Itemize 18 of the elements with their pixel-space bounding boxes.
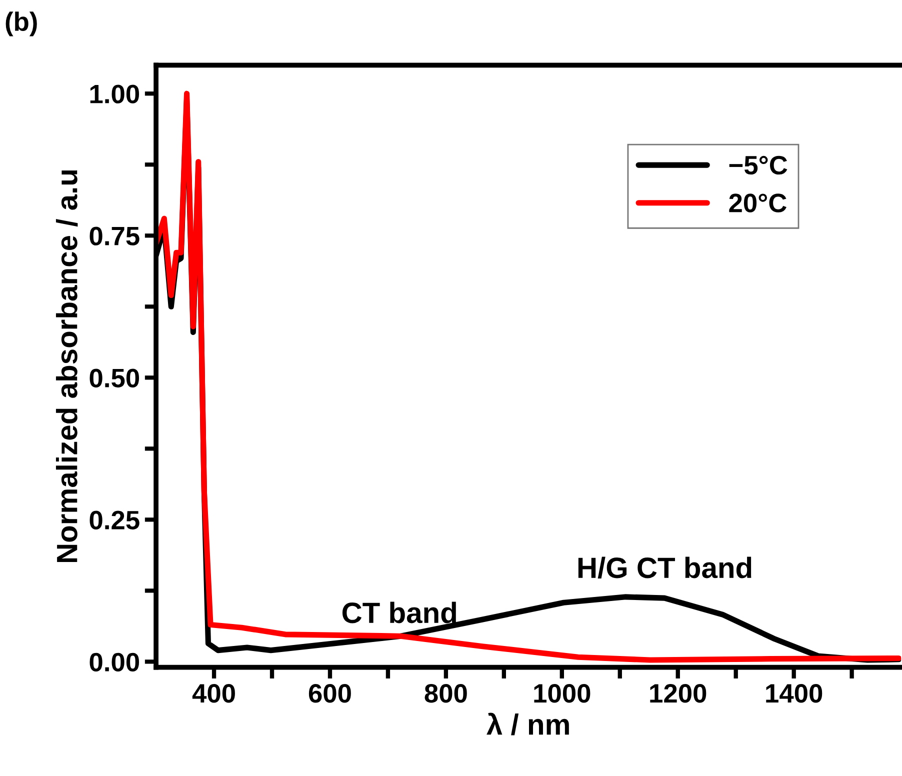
x-tick-label: 600 xyxy=(308,684,351,703)
x-tick-label: 1400 xyxy=(766,684,822,703)
annotation: H/G CT band xyxy=(578,556,752,578)
text: (b) xyxy=(6,12,37,36)
y-tick-label: 0.00 xyxy=(90,652,139,672)
y-tick-label: 0.75 xyxy=(90,226,140,246)
x-tick-label: 400 xyxy=(192,684,235,703)
y-tick-label: 0.50 xyxy=(90,368,139,388)
legend-label: −5°C xyxy=(729,156,788,175)
x-axis-title: λ / nm xyxy=(486,712,569,736)
y-tick-label: 1.00 xyxy=(90,84,139,104)
legend-label: 20°C xyxy=(729,194,786,212)
y-tick-label: 0.25 xyxy=(90,510,140,530)
annotation: CT band xyxy=(342,602,456,624)
x-tick-label: 1200 xyxy=(650,684,706,703)
y-axis-title: Normalized absorbance / a.u xyxy=(56,170,78,562)
x-tick-label: 1000 xyxy=(534,684,590,703)
x-tick-label: 800 xyxy=(424,684,467,703)
